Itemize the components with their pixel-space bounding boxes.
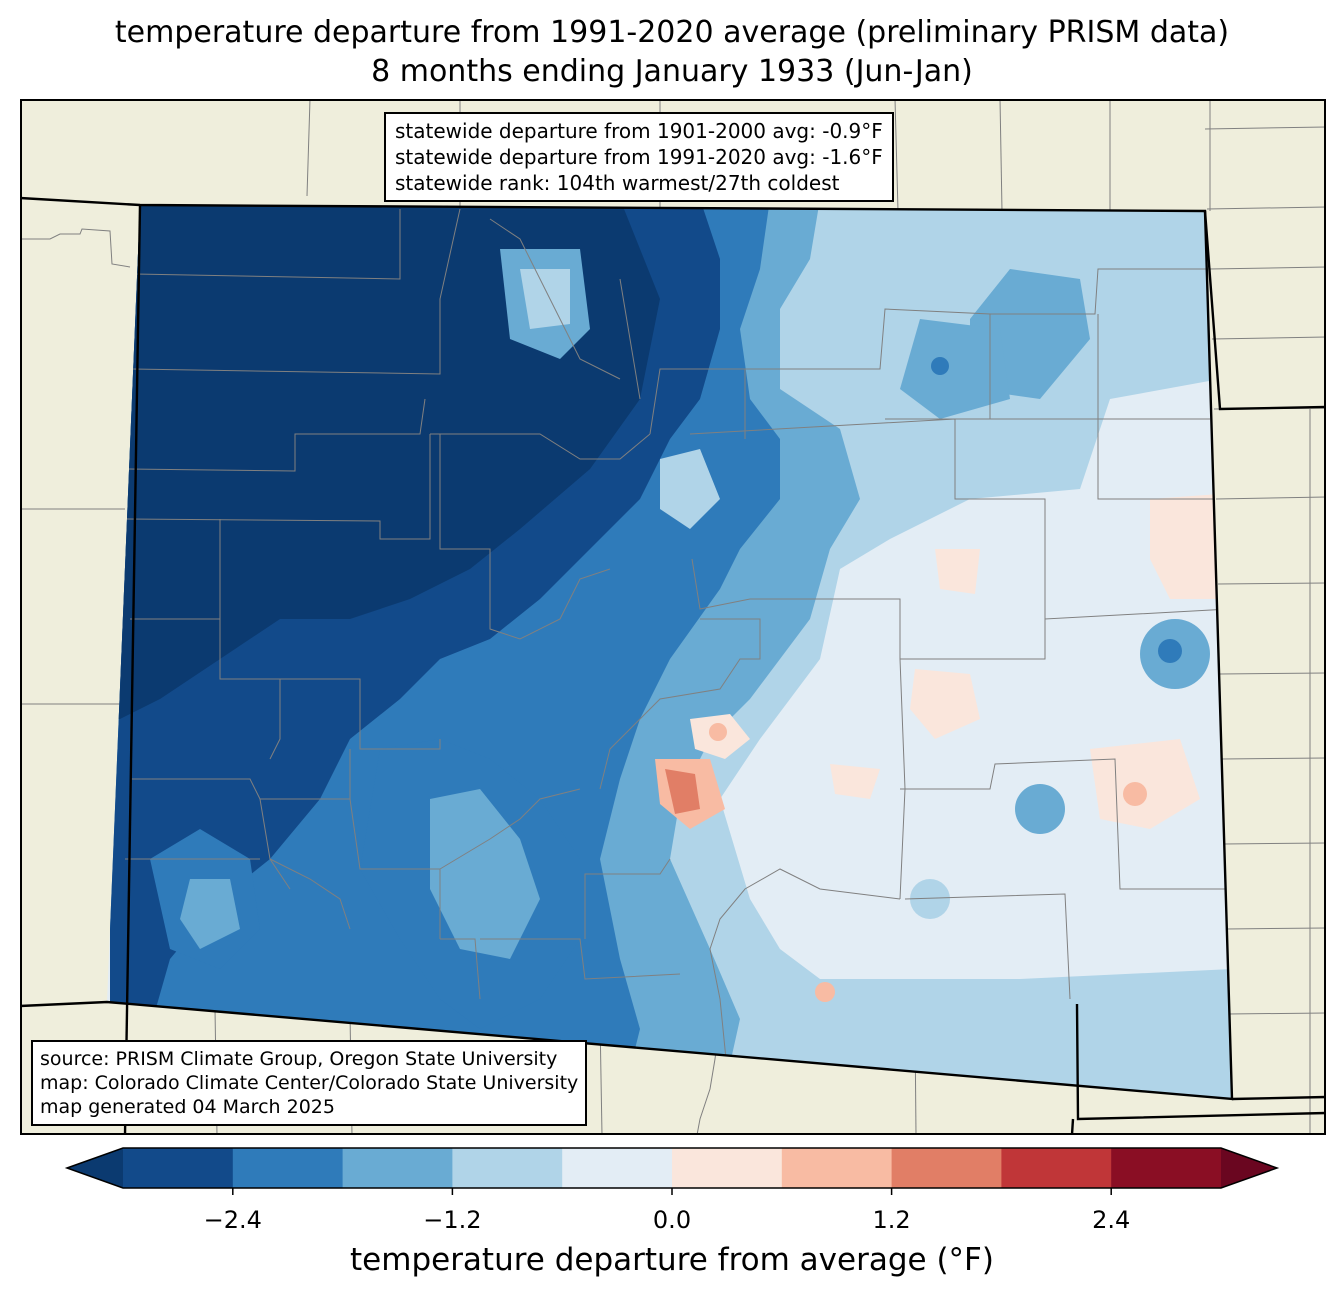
state-borders (20, 196, 1326, 1135)
colorbar-segment (562, 1148, 673, 1188)
colorbar-tick-label: 0.0 (652, 1206, 692, 1234)
colorbar-segment (891, 1148, 1002, 1188)
map-credit-line: map: Colorado Climate Center/Colorado St… (40, 1072, 579, 1094)
colorbar-segment (232, 1148, 344, 1188)
colorbar (64, 1147, 1280, 1195)
colorbar-extend-high (1221, 1148, 1277, 1188)
colorbar-tick-label: 2.4 (1092, 1206, 1131, 1234)
colorbar-segment (342, 1148, 453, 1188)
map-generated-line: map generated 04 March 2025 (40, 1096, 335, 1118)
source-line: source: PRISM Climate Group, Oregon Stat… (40, 1048, 558, 1070)
colorbar-segment (123, 1148, 234, 1188)
stat-departure-1901-2000: statewide departure from 1901-2000 avg: … (395, 119, 883, 143)
colorbar-label: temperature departure from average (°F) (350, 1242, 994, 1278)
colorbar-segment (672, 1148, 783, 1188)
colorbar-tick-label: −2.4 (203, 1206, 262, 1234)
colorbar-tick-label: 1.2 (872, 1206, 911, 1234)
stat-departure-1991-2020: statewide departure from 1991-2020 avg: … (395, 145, 883, 169)
source-box: source: PRISM Climate Group, Oregon Stat… (31, 1040, 588, 1126)
map-subtitle: 8 months ending January 1933 (Jun-Jan) (371, 54, 973, 89)
colorbar-segment (1001, 1148, 1112, 1188)
colorado-county-lines (124, 208, 1232, 1099)
map-frame (20, 99, 1326, 1135)
stat-rank: statewide rank: 104th warmest/27th colde… (395, 171, 840, 195)
colorbar-segment (452, 1148, 563, 1188)
map-title: temperature departure from 1991-2020 ave… (114, 15, 1230, 50)
colorbar-outline (64, 1147, 1280, 1189)
colorbar-segment (1111, 1148, 1222, 1188)
colorado-temperature-field (107, 205, 1232, 1099)
statewide-stats-box: statewide departure from 1901-2000 avg: … (384, 112, 894, 202)
colorbar-extend-low (67, 1148, 123, 1188)
colorado-map (20, 99, 1326, 1135)
colorbar-tick-label: −1.2 (423, 1206, 482, 1234)
colorbar-segment (781, 1148, 893, 1188)
